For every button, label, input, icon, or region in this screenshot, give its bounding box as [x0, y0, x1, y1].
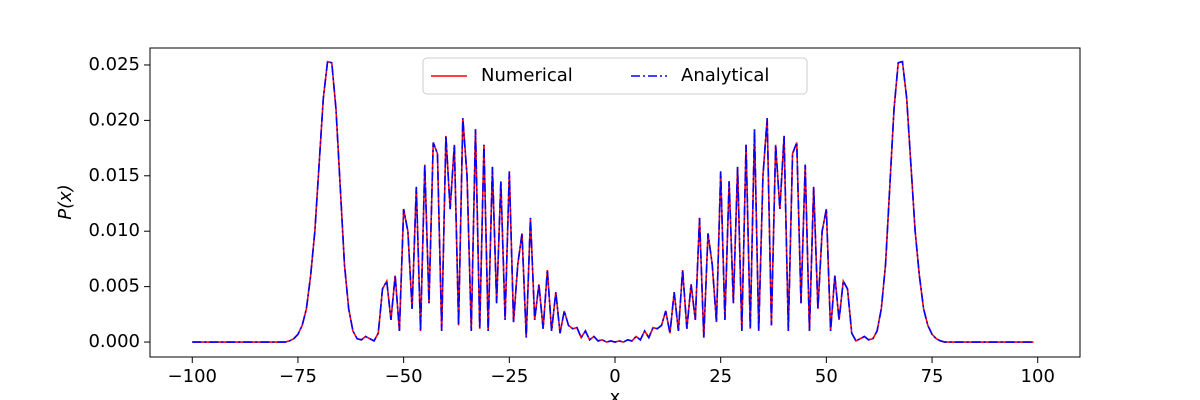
y-tick-label: 0.010 [88, 220, 140, 241]
legend: Numerical Analytical [422, 57, 808, 95]
y-tick-label: 0.005 [88, 276, 140, 297]
x-tick-label: 0 [609, 366, 620, 387]
x-axis-label: x [610, 387, 621, 400]
legend-box [422, 57, 808, 95]
x-tick-label: 25 [709, 366, 732, 387]
x-tick-label: 50 [815, 366, 838, 387]
legend-label: Numerical [481, 65, 573, 86]
y-tick-label: 0.015 [88, 165, 140, 186]
x-tick-label: −75 [279, 366, 317, 387]
x-tick-label: −100 [168, 366, 217, 387]
y-tick-label: 0.000 [88, 331, 140, 352]
y-tick-label: 0.020 [88, 109, 140, 130]
series-line [192, 60, 1034, 343]
x-tick-label: −50 [385, 366, 423, 387]
legend-label: Analytical [681, 65, 769, 86]
y-axis-label: P(x) [55, 184, 76, 220]
x-tick-label: 75 [921, 366, 944, 387]
plot-frame [149, 47, 1081, 358]
y-tick-label: 0.025 [88, 54, 140, 75]
series-line [192, 60, 1034, 343]
x-tick-label: −25 [490, 366, 528, 387]
x-tick-label: 100 [1021, 366, 1055, 387]
